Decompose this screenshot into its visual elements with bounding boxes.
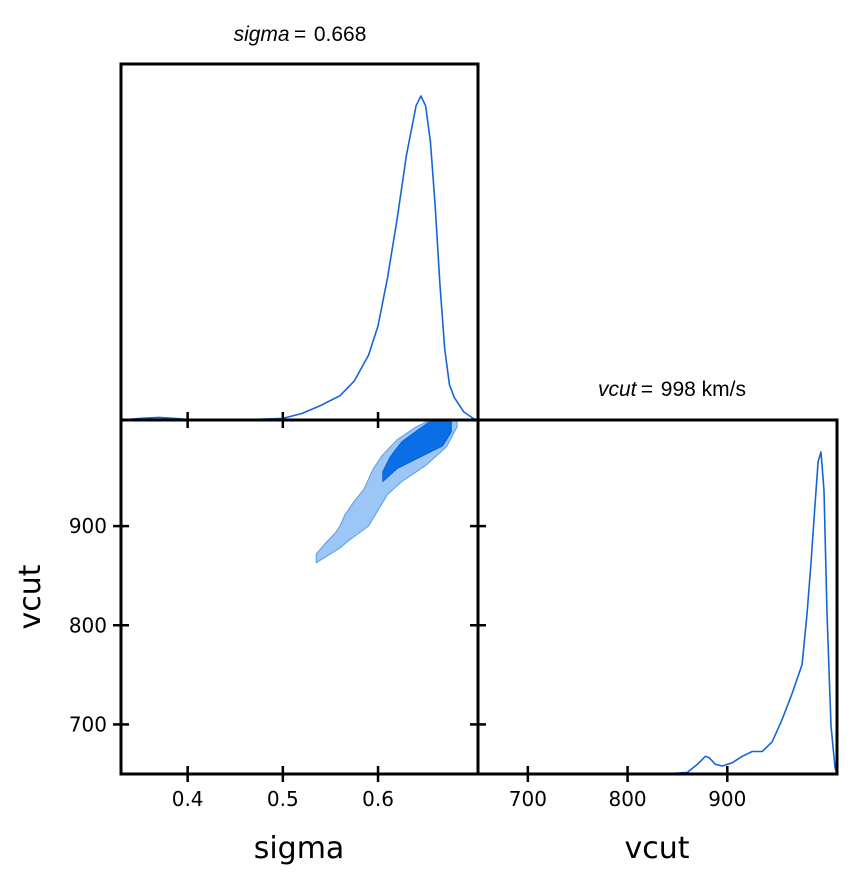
- sigma-title-value: 0.668: [314, 23, 367, 46]
- joint-y-tick-label: 800: [69, 613, 107, 637]
- sigma-title: sigma = 0.668: [234, 23, 367, 46]
- joint-y-tick-label: 900: [69, 514, 107, 538]
- joint-x-tick-label: 0.5: [267, 787, 299, 811]
- joint-y-tick-label: 700: [69, 712, 107, 736]
- joint-x-tick-label: 0.6: [362, 787, 394, 811]
- vcut-marginal-panel: vcut = 998 km/s 700 800 900 vcut: [476, 378, 839, 866]
- sigma-density-curve: [120, 95, 479, 421]
- vcut-title-value: 998 km/s: [661, 378, 746, 401]
- vcut-marginal-frame: [476, 418, 839, 776]
- joint-x-tick-label: 0.4: [172, 787, 204, 811]
- vcut-title-equals: =: [641, 378, 653, 401]
- vcut-x-tick-label: 900: [708, 787, 746, 811]
- joint-panel-frame: [119, 418, 480, 776]
- vcut-title: vcut = 998 km/s: [598, 378, 746, 401]
- joint-y-axis-label: vcut: [13, 564, 48, 629]
- vcut-title-symbol: vcut: [598, 378, 638, 401]
- vcut-x-tick-label: 700: [509, 787, 547, 811]
- sigma-marginal-panel: sigma = 0.668: [119, 23, 480, 428]
- sigma-title-symbol: sigma: [234, 23, 290, 46]
- sigma-marginal-frame: [119, 62, 480, 422]
- sigma-title-equals: =: [294, 23, 306, 46]
- vcut-x-axis-label: vcut: [624, 831, 689, 866]
- vcut-x-tick-label: 800: [608, 787, 646, 811]
- sigma-vcut-joint-panel: 0.4 0.5 0.6 900 800 700 sigma vcut: [13, 418, 486, 866]
- joint-x-axis-label: sigma: [254, 831, 345, 866]
- vcut-density-curve: [477, 451, 838, 775]
